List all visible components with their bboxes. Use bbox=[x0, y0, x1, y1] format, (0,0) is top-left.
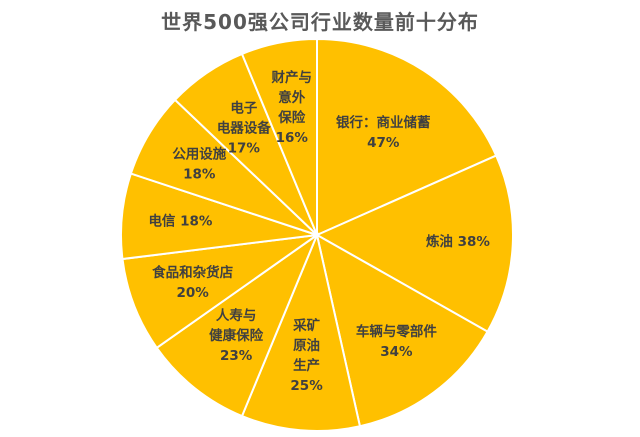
slice-label-9-line-2: 电器设备 bbox=[217, 119, 271, 136]
pie-slice-1 bbox=[316, 37, 498, 237]
slice-label-5-line-2: 健康保险 bbox=[209, 327, 263, 344]
pie-slice-3 bbox=[315, 233, 489, 428]
pie-slices bbox=[120, 37, 514, 432]
slice-label-8-line-2: 18% bbox=[183, 166, 216, 182]
chart-title: 世界500强公司行业数量前十分布 bbox=[161, 10, 479, 34]
slice-label-5-line-3: 23% bbox=[220, 348, 253, 364]
slice-label-2-line-1: 炼油 38% bbox=[426, 233, 490, 250]
slice-label-3-line-2: 34% bbox=[380, 344, 413, 360]
slice-label-5-line-1: 人寿与 bbox=[216, 307, 257, 324]
pie-slice-2 bbox=[314, 154, 514, 333]
pie-slice-5 bbox=[155, 232, 320, 418]
slice-label-9-line-3: 17% bbox=[228, 140, 261, 156]
slice-label-1-line-1: 银行：商业储蓄 bbox=[336, 114, 431, 131]
slice-label-10-line-3: 保险 bbox=[277, 109, 305, 126]
slice-label-10-line-4: 16% bbox=[276, 130, 309, 146]
slice-label-3-line-1: 车辆与零部件 bbox=[356, 323, 437, 340]
slice-label-1-line-2: 47% bbox=[367, 135, 400, 151]
slice-label-7-line-1: 电信 18% bbox=[148, 213, 212, 230]
slice-label-6-line-1: 食品和杂货店 bbox=[152, 264, 233, 281]
slice-label-4-line-1: 采矿 bbox=[293, 317, 320, 334]
pie-slice-4 bbox=[240, 231, 362, 432]
slice-label-4-line-2: 原油 bbox=[293, 337, 320, 354]
pie-slice-10 bbox=[240, 37, 318, 236]
slice-label-10-line-2: 意外 bbox=[278, 89, 305, 106]
slice-label-9-line-1: 电子 bbox=[230, 99, 257, 116]
slice-label-10-line-1: 财产与 bbox=[271, 69, 313, 86]
slice-label-8-line-1: 公用设施 bbox=[172, 145, 226, 162]
slice-label-4-line-4: 25% bbox=[290, 378, 323, 394]
pie-slice-6 bbox=[121, 234, 318, 350]
slice-label-4-line-3: 生产 bbox=[293, 357, 320, 374]
slice-label-6-line-2: 20% bbox=[176, 285, 209, 301]
